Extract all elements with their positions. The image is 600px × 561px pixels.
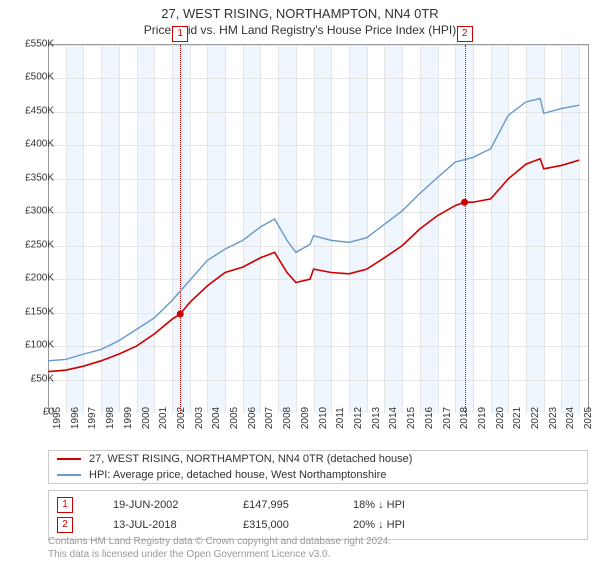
chart-subtitle: Price paid vs. HM Land Registry's House …	[0, 21, 600, 41]
sale-row-marker: 2	[57, 517, 73, 533]
sale-row-marker: 1	[57, 497, 73, 513]
x-axis-label: 2022	[530, 407, 541, 429]
x-axis-label: 2014	[388, 407, 399, 429]
chart-container: 27, WEST RISING, NORTHAMPTON, NN4 0TR Pr…	[0, 0, 600, 560]
plot-area	[48, 44, 589, 413]
x-axis-label: 2007	[264, 407, 275, 429]
y-axis-label: £100K	[25, 340, 54, 351]
x-axis-label: 2018	[459, 407, 470, 429]
x-axis-label: 2011	[335, 407, 346, 429]
line-series-svg	[48, 45, 588, 413]
sale-marker-dot	[177, 310, 184, 317]
legend-label: 27, WEST RISING, NORTHAMPTON, NN4 0TR (d…	[89, 453, 412, 465]
sale-row-diff: 20% ↓ HPI	[353, 519, 443, 531]
x-axis-label: 2020	[495, 407, 506, 429]
y-axis-label: £50K	[31, 373, 54, 384]
x-axis-label: 2015	[406, 407, 417, 429]
y-axis-label: £200K	[25, 273, 54, 284]
x-axis-label: 2004	[211, 407, 222, 429]
y-axis-label: £500K	[25, 72, 54, 83]
footer-attribution: Contains HM Land Registry data © Crown c…	[48, 535, 588, 561]
x-axis-label: 1998	[105, 407, 116, 429]
legend-swatch	[57, 474, 81, 476]
x-axis-label: 2010	[318, 407, 329, 429]
x-axis-label: 2019	[477, 407, 488, 429]
x-axis-label: 2005	[229, 407, 240, 429]
x-axis-label: 2008	[282, 407, 293, 429]
legend-label: HPI: Average price, detached house, West…	[89, 469, 386, 481]
sale-row: 1 19-JUN-2002 £147,995 18% ↓ HPI	[57, 495, 579, 515]
sale-marker-flag: 2	[457, 26, 473, 42]
y-axis-label: £550K	[25, 39, 54, 50]
y-axis-label: £250K	[25, 239, 54, 250]
footer-line-1: Contains HM Land Registry data © Crown c…	[48, 535, 588, 548]
chart-title: 27, WEST RISING, NORTHAMPTON, NN4 0TR	[0, 0, 600, 21]
y-axis-label: £300K	[25, 206, 54, 217]
sales-table: 1 19-JUN-2002 £147,995 18% ↓ HPI 2 13-JUL-201…	[48, 490, 588, 540]
sale-row-diff: 18% ↓ HPI	[353, 499, 443, 511]
x-axis-label: 2003	[194, 407, 205, 429]
x-axis-label: 2024	[565, 407, 576, 429]
sale-marker-flag: 1	[172, 26, 188, 42]
x-axis-label: 2009	[300, 407, 311, 429]
x-axis-label: 2000	[141, 407, 152, 429]
x-axis-label: 2016	[424, 407, 435, 429]
x-axis-label: 2002	[176, 407, 187, 429]
legend-item: HPI: Average price, detached house, West…	[49, 467, 587, 483]
legend-swatch	[57, 458, 81, 460]
sale-row-price: £315,000	[243, 519, 313, 531]
footer-line-2: This data is licensed under the Open Gov…	[48, 548, 588, 561]
sale-row-date: 13-JUL-2018	[113, 519, 203, 531]
x-axis-label: 2021	[512, 407, 523, 429]
sale-marker-dot	[461, 199, 468, 206]
x-axis-label: 2025	[583, 407, 594, 429]
sale-row-price: £147,995	[243, 499, 313, 511]
legend: 27, WEST RISING, NORTHAMPTON, NN4 0TR (d…	[48, 450, 588, 484]
x-axis-label: 2012	[353, 407, 364, 429]
x-axis-label: 2013	[371, 407, 382, 429]
sale-row: 2 13-JUL-2018 £315,000 20% ↓ HPI	[57, 515, 579, 535]
x-axis-label: 1999	[123, 407, 134, 429]
series-line-hpi	[48, 99, 579, 361]
x-axis-label: 1997	[87, 407, 98, 429]
y-axis-label: £400K	[25, 139, 54, 150]
y-axis-label: £450K	[25, 105, 54, 116]
legend-item: 27, WEST RISING, NORTHAMPTON, NN4 0TR (d…	[49, 451, 587, 467]
x-axis-label: 1996	[70, 407, 81, 429]
series-line-subject_property	[48, 159, 579, 372]
x-axis-label: 2001	[158, 407, 169, 429]
y-axis-label: £350K	[25, 172, 54, 183]
x-axis-label: 2023	[548, 407, 559, 429]
x-axis-label: 2006	[247, 407, 258, 429]
sale-row-date: 19-JUN-2002	[113, 499, 203, 511]
x-axis-label: 1995	[52, 407, 63, 429]
x-axis-label: 2017	[442, 407, 453, 429]
y-axis-label: £150K	[25, 306, 54, 317]
